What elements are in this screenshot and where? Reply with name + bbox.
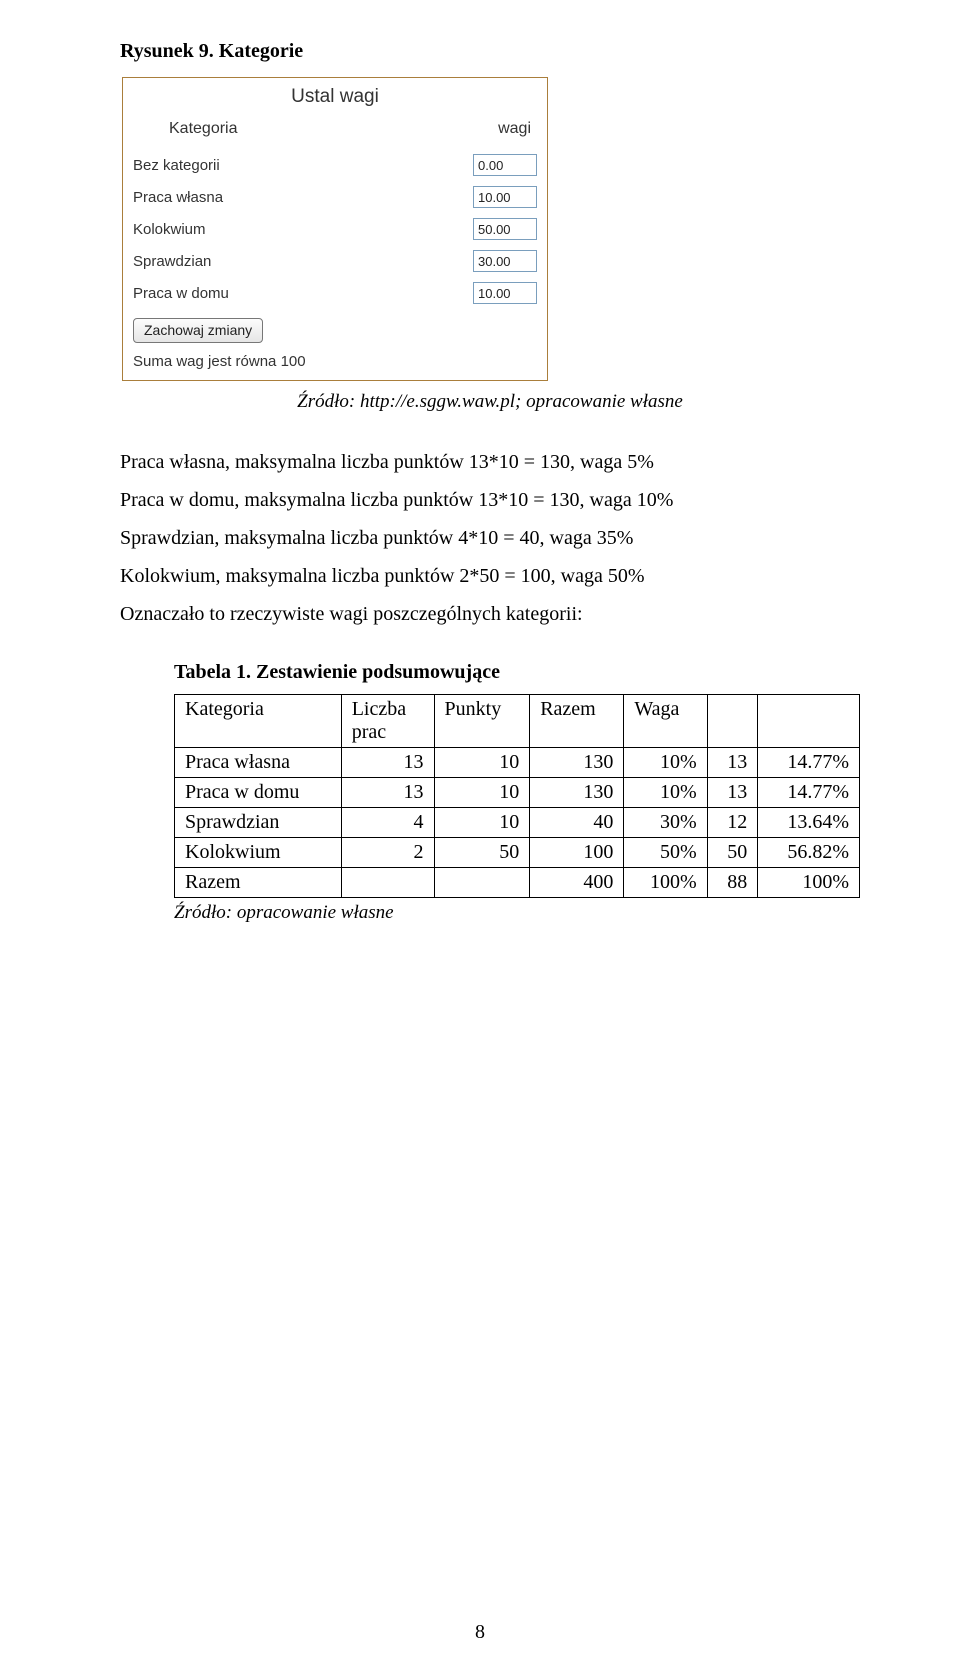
- table-row: Praca własna 13 10 130 10% 13 14.77%: [175, 748, 860, 778]
- body-line: Oznaczało to rzeczywiste wagi poszczegól…: [120, 595, 860, 633]
- table-source: Źródło: opracowanie własne: [174, 902, 860, 924]
- cell-sum: 100: [530, 838, 624, 868]
- cell-points: 10: [434, 778, 530, 808]
- weight-input-kolokwium[interactable]: [473, 218, 537, 240]
- weight-input-sprawdzian[interactable]: [473, 250, 537, 272]
- cell-count: 13: [341, 748, 434, 778]
- figure-row-label: Bez kategorii: [133, 157, 473, 174]
- body-line: Praca własna, maksymalna liczba punktów …: [120, 443, 860, 481]
- cell-count: 2: [341, 838, 434, 868]
- table-block: Tabela 1. Zestawienie podsumowujące Kate…: [174, 661, 860, 924]
- figure-row-label: Praca w domu: [133, 285, 473, 302]
- cell-empty: [434, 868, 530, 898]
- cell-name: Kolokwium: [175, 838, 342, 868]
- cell-sum: 400: [530, 868, 624, 898]
- th-empty2: [758, 695, 860, 748]
- cell-name: Praca w domu: [175, 778, 342, 808]
- figure-row-label: Sprawdzian: [133, 253, 473, 270]
- figure-row-label: Praca własna: [133, 189, 473, 206]
- figure-heading: Rysunek 9. Kategorie: [120, 40, 860, 63]
- cell-points: 50: [434, 838, 530, 868]
- figure-col-wagi: wagi: [498, 120, 531, 138]
- figure-inner: Ustal wagi Kategoria wagi Bez kategorii …: [123, 78, 547, 380]
- cell-empty: [341, 868, 434, 898]
- cell-name: Praca własna: [175, 748, 342, 778]
- cell-sum: 40: [530, 808, 624, 838]
- body-line: Kolokwium, maksymalna liczba punktów 2*5…: [120, 557, 860, 595]
- cell-calc: 88: [707, 868, 757, 898]
- figure-row-label: Kolokwium: [133, 221, 473, 238]
- figure-col-kategoria: Kategoria: [169, 120, 238, 138]
- figure-sum-text: Suma wag jest równa 100: [133, 353, 537, 370]
- cell-pct: 14.77%: [758, 748, 860, 778]
- table-row: Praca w domu 13 10 130 10% 13 14.77%: [175, 778, 860, 808]
- body-line: Praca w domu, maksymalna liczba punktów …: [120, 481, 860, 519]
- table-total-row: Razem 400 100% 88 100%: [175, 868, 860, 898]
- table-title: Tabela 1. Zestawienie podsumowujące: [174, 661, 860, 684]
- cell-count: 4: [341, 808, 434, 838]
- figure-row: Sprawdzian: [133, 250, 537, 272]
- th-punkty: Punkty: [434, 695, 530, 748]
- cell-sum: 130: [530, 778, 624, 808]
- table-header-row: Kategoria Liczba prac Punkty Razem Waga: [175, 695, 860, 748]
- cell-sum: 130: [530, 748, 624, 778]
- cell-weight: 10%: [624, 778, 707, 808]
- th-razem: Razem: [530, 695, 624, 748]
- body-text: Praca własna, maksymalna liczba punktów …: [120, 443, 860, 633]
- page: Rysunek 9. Kategorie Ustal wagi Kategori…: [0, 0, 960, 1670]
- figure-frame: Ustal wagi Kategoria wagi Bez kategorii …: [122, 77, 548, 381]
- cell-name: Sprawdzian: [175, 808, 342, 838]
- th-waga: Waga: [624, 695, 707, 748]
- figure-title: Ustal wagi: [133, 86, 537, 108]
- cell-pct: 56.82%: [758, 838, 860, 868]
- weight-input-praca-wlasna[interactable]: [473, 186, 537, 208]
- figure-row: Praca własna: [133, 186, 537, 208]
- weight-input-praca-w-domu[interactable]: [473, 282, 537, 304]
- th-liczba: Liczba: [352, 698, 424, 721]
- cell-calc: 13: [707, 778, 757, 808]
- figure-row: Bez kategorii: [133, 154, 537, 176]
- th-liczba-prac: Liczba prac: [341, 695, 434, 748]
- cell-pct: 13.64%: [758, 808, 860, 838]
- cell-calc: 13: [707, 748, 757, 778]
- cell-count: 13: [341, 778, 434, 808]
- page-number: 8: [0, 1621, 960, 1644]
- cell-calc: 12: [707, 808, 757, 838]
- summary-table: Kategoria Liczba prac Punkty Razem Waga …: [174, 694, 860, 898]
- weight-input-bez-kategorii[interactable]: [473, 154, 537, 176]
- cell-pct: 100%: [758, 868, 860, 898]
- cell-weight: 10%: [624, 748, 707, 778]
- cell-weight: 50%: [624, 838, 707, 868]
- figure-source: Źródło: http://e.sggw.waw.pl; opracowani…: [120, 391, 860, 413]
- cell-calc: 50: [707, 838, 757, 868]
- table-row: Kolokwium 2 50 100 50% 50 56.82%: [175, 838, 860, 868]
- save-button[interactable]: Zachowaj zmiany: [133, 318, 263, 343]
- figure-row: Praca w domu: [133, 282, 537, 304]
- figure-row: Kolokwium: [133, 218, 537, 240]
- table-row: Sprawdzian 4 10 40 30% 12 13.64%: [175, 808, 860, 838]
- cell-points: 10: [434, 748, 530, 778]
- figure-column-headers: Kategoria wagi: [133, 120, 537, 138]
- body-line: Sprawdzian, maksymalna liczba punktów 4*…: [120, 519, 860, 557]
- th-prac: prac: [352, 721, 424, 744]
- cell-points: 10: [434, 808, 530, 838]
- cell-name: Razem: [175, 868, 342, 898]
- th-empty1: [707, 695, 757, 748]
- cell-weight: 30%: [624, 808, 707, 838]
- th-kategoria: Kategoria: [175, 695, 342, 748]
- cell-pct: 14.77%: [758, 778, 860, 808]
- cell-weight: 100%: [624, 868, 707, 898]
